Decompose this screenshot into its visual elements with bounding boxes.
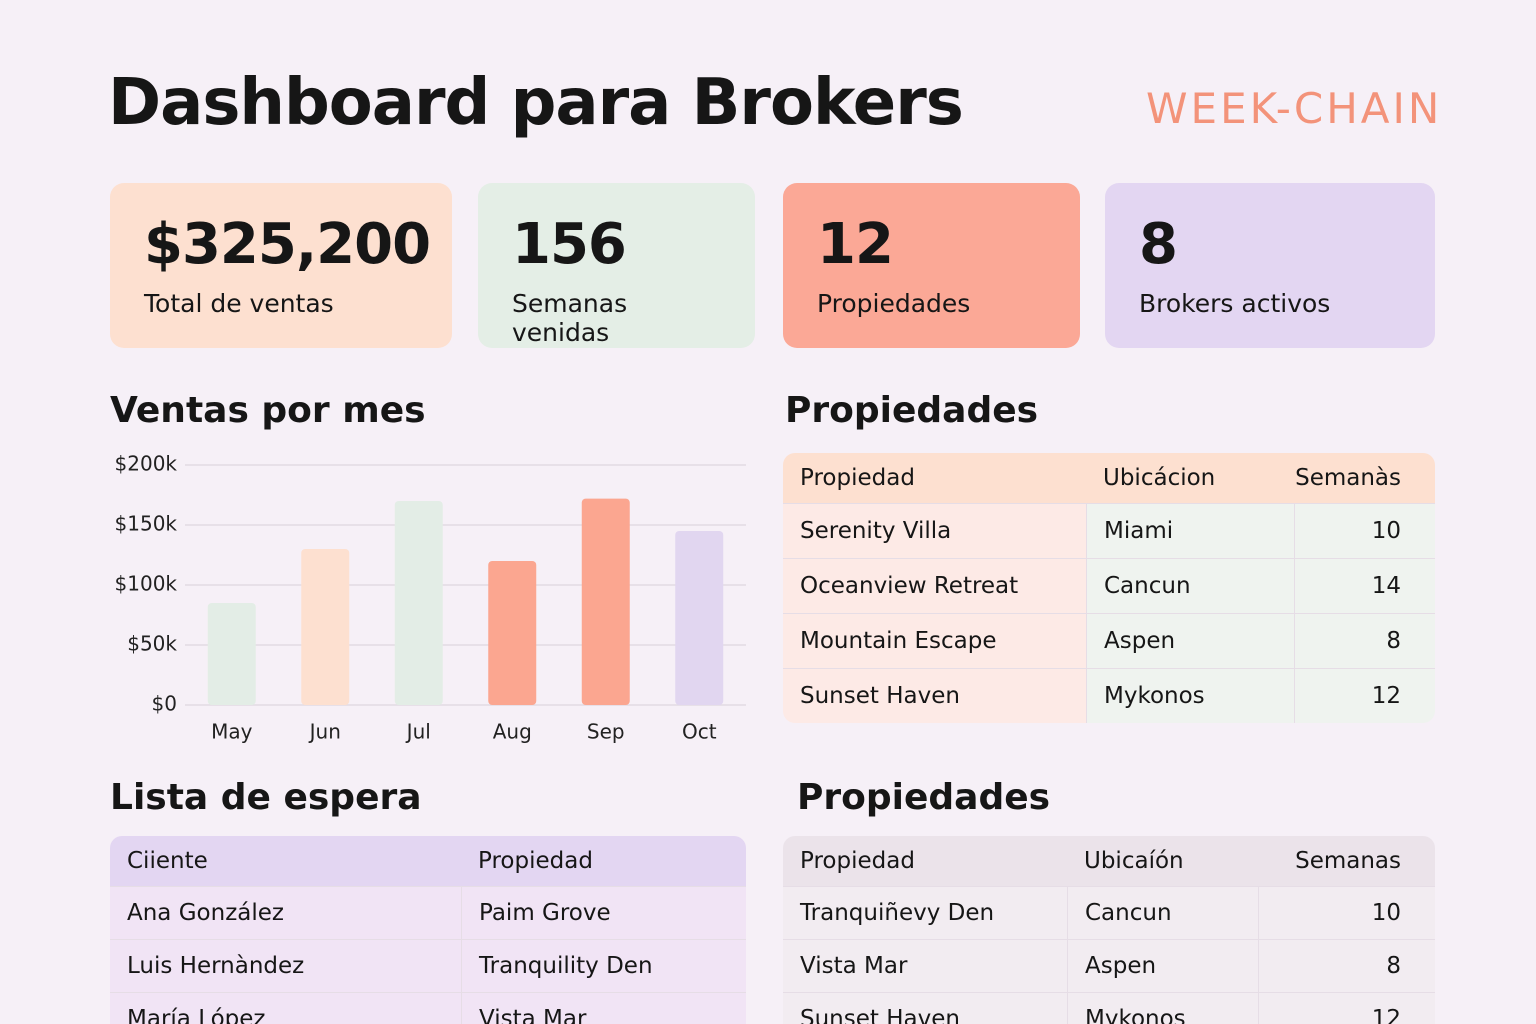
bar [675, 531, 724, 705]
table-cell: María López [110, 992, 461, 1024]
x-tick-label: Sep [587, 720, 625, 744]
bar [581, 498, 630, 705]
bar [207, 603, 256, 705]
brand: WEEK-CHAIN [1146, 84, 1443, 133]
kpi-label: Propiedades [817, 289, 971, 318]
table-header [110, 836, 746, 886]
table-cell: Ana González [110, 886, 461, 939]
column-header: Semanas [1295, 848, 1401, 874]
kpi-card: $325,200 Total de ventas [110, 183, 452, 348]
table-cell: Aspen [1067, 939, 1258, 992]
table-cell: 10 [1258, 886, 1435, 939]
kpi-value: 12 [817, 212, 894, 277]
section-title: Propiedades [785, 390, 1039, 431]
y-tick-label: $50k [127, 632, 177, 656]
bar [301, 549, 350, 705]
table-cell: Sunset Haven [783, 992, 1067, 1024]
table: Propiedad Ubicaíón Semanas Tranquiñevy Den C… [783, 836, 1435, 1024]
x-tick-label: Aug [493, 720, 532, 744]
table-cell: Tranquiñevy Den [783, 886, 1067, 939]
bar-chart: $0 $50k $100k $150k $200k May Jun Jul Aug Sep Oct [115, 452, 746, 744]
table-cell: 12 [1258, 992, 1435, 1024]
column-header: Semanàs [1295, 465, 1401, 491]
table-cell: Cancun [1086, 558, 1294, 613]
y-tick-label: $0 [152, 692, 177, 716]
bar [394, 501, 443, 705]
kpi-card: 156 Semanas venidas [478, 183, 755, 348]
kpi-label: Brokers activos [1139, 289, 1331, 318]
table: Propiedad Ubicácion Semanàs Serenity Villa M… [783, 453, 1435, 723]
kpi-card: 12 Propiedades [783, 183, 1080, 348]
table-cell: 10 [1294, 503, 1435, 558]
page-title: Dashboard para Brokers [108, 66, 964, 140]
x-tick-label: May [211, 720, 253, 744]
table-cell: Mountain Escape [783, 613, 1086, 668]
table-cell: Miami [1086, 503, 1294, 558]
table-cell: 14 [1294, 558, 1435, 613]
column-header: Ubicaíón [1084, 848, 1184, 874]
x-tick-label: Oct [682, 720, 717, 744]
table-cell: Mykonos [1067, 992, 1258, 1024]
section-title: Ventas por mes [110, 390, 426, 431]
table-cell: Luis Hernàndez [110, 939, 461, 992]
y-tick-label: $200k [115, 452, 178, 476]
kpi-value: $325,200 [144, 212, 431, 277]
table-cell: Aspen [1086, 613, 1294, 668]
table-cell: Paim Grove [461, 886, 746, 939]
table-cell: Sunset Haven [783, 668, 1086, 723]
kpi-value: 8 [1139, 212, 1178, 277]
column-header: Propiedad [800, 848, 915, 874]
kpi-label: Semanas venidas [512, 289, 628, 347]
column-header: Propiedad [800, 465, 915, 491]
y-tick-label: $100k [115, 572, 178, 596]
table-header [783, 836, 1435, 886]
table-cell: Vista Mar [461, 992, 746, 1024]
table-cell: Cancun [1067, 886, 1258, 939]
table-cell: 12 [1294, 668, 1435, 723]
table-cell: Oceanview Retreat [783, 558, 1086, 613]
table-cell: Mykonos [1086, 668, 1294, 723]
table-cell: 8 [1294, 613, 1435, 668]
x-tick-label: Jul [405, 720, 431, 744]
kpi-label: Total de ventas [144, 289, 334, 318]
bar [488, 561, 537, 705]
section-title: Lista de espera [110, 777, 422, 818]
section-title: Propiedades [797, 777, 1051, 818]
table-cell: Vista Mar [783, 939, 1067, 992]
kpi-card: 8 Brokers activos [1105, 183, 1435, 348]
table-header [783, 453, 1435, 503]
column-header: Ciiente [127, 848, 208, 874]
table-cell: 8 [1258, 939, 1435, 992]
x-tick-label: Jun [308, 720, 341, 744]
column-header: Propiedad [478, 848, 593, 874]
table-cell: Serenity Villa [783, 503, 1086, 558]
table: Ciiente Propiedad Ana González Paim Grove Lu… [110, 836, 746, 1024]
table-cell: Tranquility Den [461, 939, 746, 992]
kpi-value: 156 [512, 212, 627, 277]
y-tick-label: $150k [115, 512, 178, 536]
column-header: Ubicácion [1103, 465, 1216, 491]
